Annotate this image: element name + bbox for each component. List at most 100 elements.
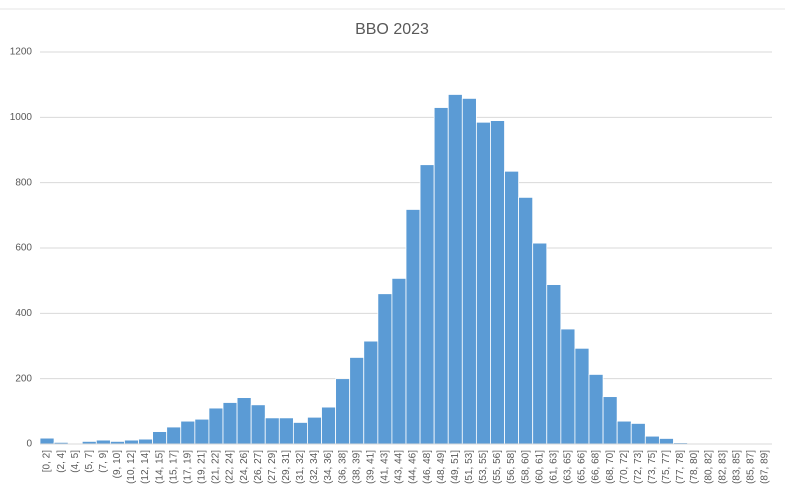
bar xyxy=(447,94,463,445)
bar xyxy=(602,396,618,445)
bar xyxy=(574,347,590,445)
bar xyxy=(644,435,660,445)
bar xyxy=(475,121,491,445)
x-tick-label: (7, 9] xyxy=(98,450,109,473)
bar xyxy=(180,420,196,445)
y-tick-label: 800 xyxy=(15,177,32,188)
y-tick-label: 0 xyxy=(26,439,32,450)
x-tick-label: (4, 5] xyxy=(70,450,81,473)
bar xyxy=(588,374,604,445)
bar xyxy=(391,277,407,445)
x-tick-label: (36, 38] xyxy=(337,450,348,484)
bar xyxy=(546,284,562,445)
x-tick-label: (63, 65] xyxy=(563,450,574,484)
x-tick-label: (10, 12] xyxy=(126,450,137,484)
x-tick-label: (70, 72] xyxy=(619,450,630,484)
x-tick-label: (44, 46] xyxy=(408,450,419,484)
bar xyxy=(461,97,477,445)
x-tick-label: (46, 48] xyxy=(422,450,433,484)
chart-title: BBO 2023 xyxy=(355,21,429,38)
bar xyxy=(124,439,139,445)
x-tick-label: (61, 63] xyxy=(548,450,559,484)
x-tick-label: (14, 15] xyxy=(154,450,165,484)
x-tick-label: (2, 4] xyxy=(56,450,67,473)
x-tick-label: (83, 85] xyxy=(731,450,742,484)
bar xyxy=(194,418,210,445)
x-tick-label: (68, 70] xyxy=(605,450,616,484)
bar xyxy=(433,107,449,445)
x-tick-label: (49, 51] xyxy=(450,450,461,484)
x-tick-label: (77, 78] xyxy=(675,450,686,484)
y-tick-label: 600 xyxy=(15,243,32,254)
bar xyxy=(630,423,646,445)
y-tick-label: 200 xyxy=(15,373,32,384)
x-tick-label: (58, 60] xyxy=(520,450,531,484)
bar xyxy=(152,431,168,445)
bar xyxy=(39,437,55,445)
bar xyxy=(518,196,534,445)
bar xyxy=(166,426,182,445)
x-tick-label: (29, 31] xyxy=(281,450,292,484)
x-tick-label: (17, 19] xyxy=(182,450,193,484)
bar xyxy=(222,402,238,445)
bar xyxy=(95,439,111,445)
x-tick-label: (24, 26] xyxy=(239,450,250,484)
x-tick-label: (60, 61] xyxy=(534,450,545,484)
x-tick-label: (85, 87] xyxy=(746,450,757,484)
x-tick-label: (73, 75] xyxy=(647,450,658,484)
x-tick-label: (53, 55] xyxy=(478,450,489,484)
y-tick-label: 1200 xyxy=(10,47,33,58)
x-tick-label: (80, 82] xyxy=(703,450,714,484)
x-tick-label: (82, 83] xyxy=(717,450,728,484)
x-tick-label: (22, 24] xyxy=(225,450,236,484)
x-tick-label: (41, 43] xyxy=(380,450,391,484)
bar xyxy=(560,328,576,445)
bar xyxy=(405,209,421,445)
bar xyxy=(532,242,548,445)
bar xyxy=(264,417,280,445)
x-tick-label: [0, 2] xyxy=(42,450,53,472)
bar xyxy=(138,438,154,445)
x-tick-label: (55, 56] xyxy=(492,450,503,484)
x-tick-label: (56, 58] xyxy=(506,450,517,484)
bar xyxy=(321,406,337,445)
bar xyxy=(208,407,224,445)
bar xyxy=(278,417,294,445)
bar xyxy=(504,170,520,445)
x-tick-label: (9, 10] xyxy=(112,450,123,479)
bar xyxy=(335,378,351,445)
y-tick-label: 400 xyxy=(15,308,32,319)
x-tick-label: (12, 14] xyxy=(140,450,151,484)
x-tick-label: (48, 49] xyxy=(436,450,447,484)
x-tick-label: (15, 17] xyxy=(168,450,179,484)
x-tick-label: (5, 7] xyxy=(84,450,95,473)
bar xyxy=(349,357,365,445)
x-tick-label: (38, 39] xyxy=(351,450,362,484)
x-tick-label: (19, 21] xyxy=(197,450,208,484)
x-tick-label: (39, 41] xyxy=(365,450,376,484)
bar xyxy=(307,416,322,445)
x-tick-label: (51, 53] xyxy=(464,450,475,484)
bar xyxy=(419,164,435,445)
x-tick-label: (31, 32] xyxy=(295,450,306,484)
x-tick-label: (21, 22] xyxy=(211,450,222,484)
x-tick-label: (32, 34] xyxy=(309,450,320,484)
x-tick-label: (43, 44] xyxy=(394,450,405,484)
x-tick-label: (72, 73] xyxy=(633,450,644,484)
bar xyxy=(616,420,632,445)
x-tick-label: (66, 68] xyxy=(591,450,602,484)
x-tick-label: (65, 66] xyxy=(577,450,588,484)
bar xyxy=(292,422,308,445)
x-tick-label: (27, 29] xyxy=(267,450,278,484)
x-tick-label: (34, 36] xyxy=(323,450,334,484)
bar xyxy=(490,120,505,445)
y-tick-label: 1000 xyxy=(10,112,33,123)
bar xyxy=(658,438,674,445)
x-tick-label: (87, 89] xyxy=(760,450,771,484)
bar xyxy=(236,397,252,445)
bar xyxy=(377,293,393,445)
bar xyxy=(363,340,379,445)
bar xyxy=(250,404,266,445)
x-tick-label: (26, 27] xyxy=(253,450,264,484)
